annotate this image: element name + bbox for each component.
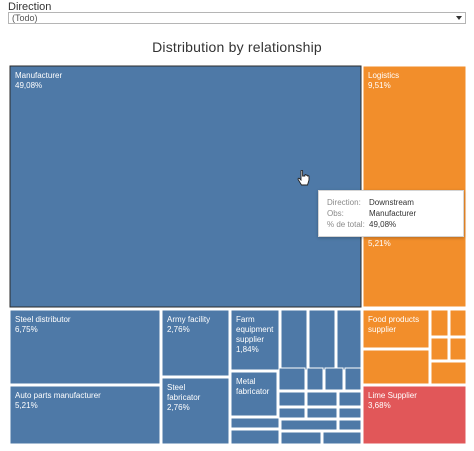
- treemap-tile-small[interactable]: [338, 407, 362, 419]
- chevron-down-icon: [456, 16, 462, 20]
- tile-label: Farm: [236, 315, 255, 324]
- treemap-tile-small[interactable]: [230, 429, 280, 445]
- tile-label: equipment: [236, 325, 274, 334]
- treemap-tile-small[interactable]: [280, 309, 308, 371]
- tooltip-key: Direction:: [327, 198, 361, 207]
- treemap-tile-small[interactable]: [306, 407, 338, 419]
- treemap-tile-small[interactable]: [280, 431, 322, 445]
- treemap-tile[interactable]: [362, 309, 430, 349]
- direction-filter-value: (Todo): [12, 13, 38, 23]
- treemap-tile-small[interactable]: [308, 309, 336, 371]
- tile-label: Steel: [167, 383, 185, 392]
- tile-value: 3,68%: [368, 401, 391, 410]
- tile-label: supplier: [368, 325, 396, 334]
- treemap-tile-small[interactable]: [322, 431, 362, 445]
- chart-title: Distribution by relationship: [152, 39, 322, 55]
- hover-highlight: [9, 65, 362, 308]
- tile-label: Metal: [236, 377, 256, 386]
- tile-label: Steel distributor: [15, 315, 71, 324]
- treemap-tile[interactable]: [230, 371, 278, 417]
- treemap-tile-small[interactable]: [280, 419, 338, 431]
- treemap-tile-small[interactable]: [430, 361, 467, 385]
- direction-filter-label: Direction: [8, 1, 52, 13]
- treemap-tile-small[interactable]: [278, 367, 306, 391]
- treemap-tile-small[interactable]: [324, 367, 344, 391]
- treemap-tile[interactable]: [362, 385, 467, 445]
- tile-label: Food products: [368, 315, 419, 324]
- treemap-tile-small[interactable]: [449, 337, 467, 361]
- tile-label: Auto parts manufacturer: [15, 391, 101, 400]
- tile-value: 2,76%: [167, 325, 190, 334]
- treemap-tile[interactable]: [9, 309, 161, 385]
- treemap-tile-small[interactable]: [449, 309, 467, 337]
- tooltip-value: 49,08%: [369, 220, 397, 229]
- tile-label: fabricator: [236, 387, 270, 396]
- treemap-tile-small[interactable]: [338, 391, 362, 407]
- tile-value: 6,75%: [15, 325, 38, 334]
- tooltip-row-obs: Obs: Manufacturer: [327, 208, 463, 219]
- treemap-tile-small[interactable]: [430, 337, 449, 361]
- tile-value: 2,76%: [167, 403, 190, 412]
- tile-label: fabricator: [167, 393, 201, 402]
- treemap-tile-small[interactable]: [336, 309, 362, 371]
- treemap-tile-small[interactable]: [338, 419, 362, 431]
- tile-label: Logistics: [368, 71, 399, 80]
- treemap-tile[interactable]: [230, 309, 280, 371]
- treemap-tile-small[interactable]: [306, 391, 338, 407]
- treemap-tile-small[interactable]: [430, 309, 449, 337]
- treemap-tile-small[interactable]: [344, 367, 362, 391]
- tile-label: Manufacturer: [15, 71, 62, 80]
- treemap-tile-small[interactable]: [306, 367, 324, 391]
- tooltip-key: % de total:: [327, 220, 365, 229]
- treemap-tile-small[interactable]: [230, 417, 280, 429]
- tooltip-value: Downstream: [369, 198, 414, 207]
- treemap-tile-small[interactable]: [278, 407, 306, 419]
- tooltip-key: Obs:: [327, 209, 344, 218]
- tile-label: supplier: [236, 335, 264, 344]
- tile-label: Lime Supplier: [368, 391, 417, 400]
- tile-value: 5,21%: [368, 239, 391, 248]
- tooltip-value: Manufacturer: [369, 209, 417, 218]
- tooltip-row-direction: Direction: Downstream: [327, 197, 463, 208]
- tile-label: Army facility: [167, 315, 210, 324]
- tile-value: 5,21%: [15, 401, 38, 410]
- treemap-tile[interactable]: [362, 65, 467, 308]
- treemap-tile-small[interactable]: [278, 391, 306, 407]
- tile-value: 9,51%: [368, 81, 391, 90]
- treemap-tile-small[interactable]: [362, 349, 430, 385]
- treemap-tile[interactable]: [161, 309, 230, 377]
- tile-value: 1,84%: [236, 345, 259, 354]
- tooltip-row-percent: % de total: 49,08%: [327, 219, 463, 230]
- tile-value: 49,08%: [15, 81, 42, 90]
- hand-cursor-icon: [297, 170, 310, 186]
- treemap-tile[interactable]: [9, 385, 161, 445]
- tooltip: Direction: Downstream Obs: Manufacturer …: [318, 190, 464, 237]
- treemap-tile[interactable]: [161, 377, 230, 445]
- direction-filter-select[interactable]: (Todo): [8, 12, 466, 24]
